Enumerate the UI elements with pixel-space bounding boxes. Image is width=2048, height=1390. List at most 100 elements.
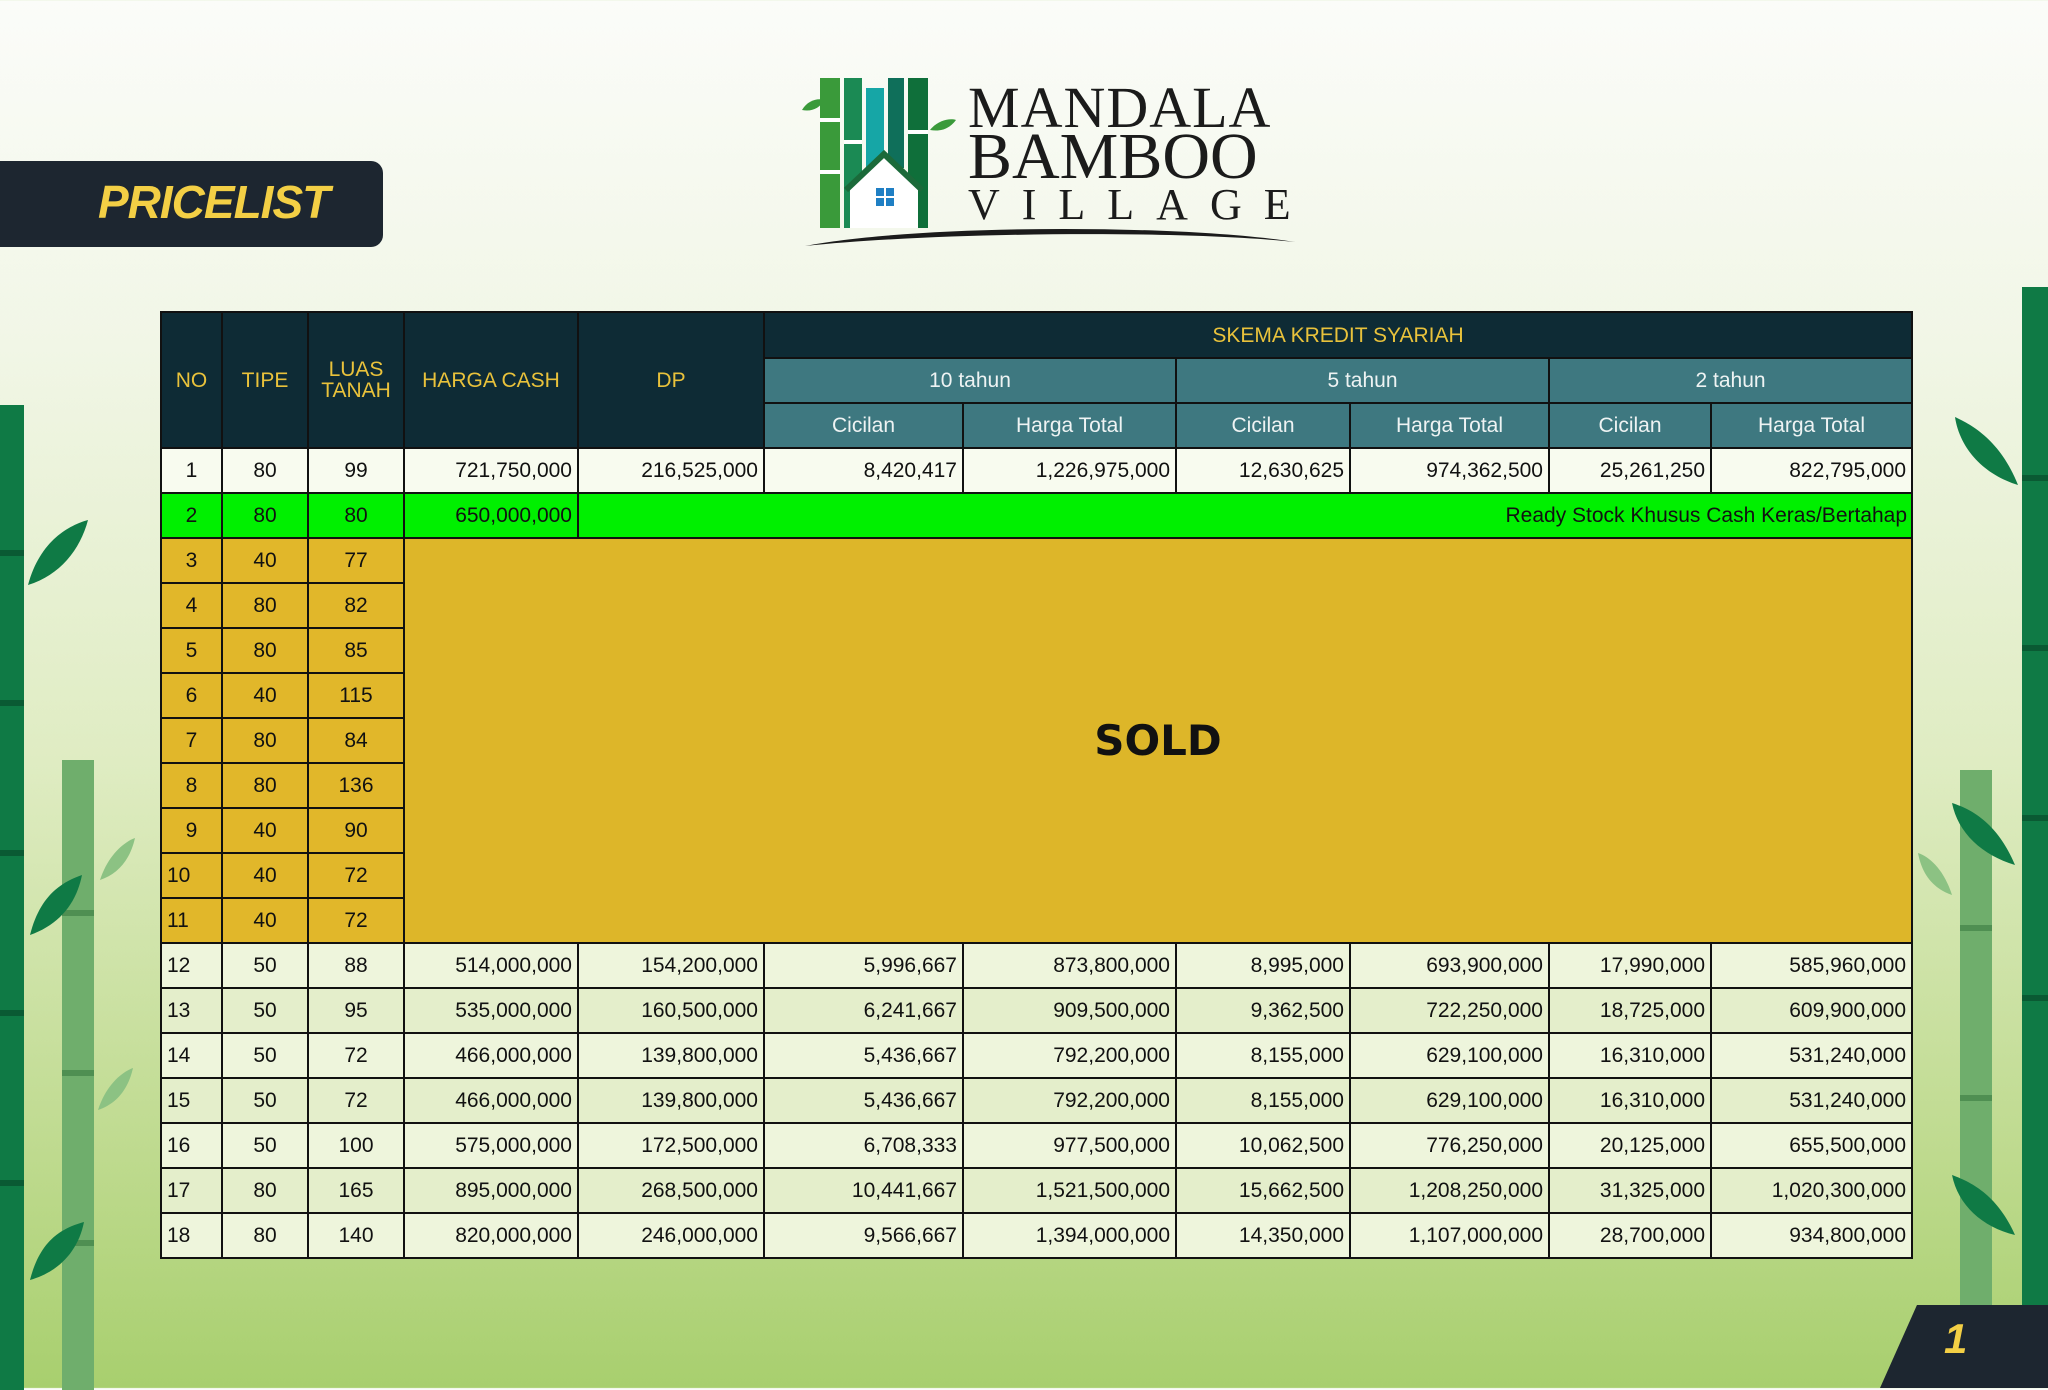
cell-cicilan-10: 8,420,417 bbox=[763, 447, 964, 494]
cell-total-2: 531,240,000 bbox=[1709, 1032, 1914, 1079]
cell-harga-cash: 466,000,000 bbox=[403, 1032, 579, 1079]
cell-tipe: 50 bbox=[221, 1122, 309, 1169]
cell-tipe: 40 bbox=[221, 852, 309, 899]
cell-harga-cash: 514,000,000 bbox=[403, 942, 579, 989]
header-tipe: TIPE bbox=[221, 311, 309, 449]
cell-tipe: 80 bbox=[221, 627, 309, 674]
cell-luas: 90 bbox=[307, 807, 405, 854]
pricelist-tag: PRICELIST bbox=[0, 161, 383, 247]
cell-total-10: 873,800,000 bbox=[962, 942, 1177, 989]
cell-harga-cash: 535,000,000 bbox=[403, 987, 579, 1034]
cell-cicilan-5: 10,062,500 bbox=[1175, 1122, 1351, 1169]
page-number-tab: 1 bbox=[1880, 1305, 2048, 1388]
cell-tipe: 50 bbox=[221, 942, 309, 989]
cell-cicilan-10: 6,708,333 bbox=[763, 1122, 964, 1169]
cell-total-10: 909,500,000 bbox=[962, 987, 1177, 1034]
cell-tipe: 40 bbox=[221, 537, 309, 584]
cell-cicilan-10: 5,996,667 bbox=[763, 942, 964, 989]
table-row: 15 50 72 466,000,000 139,800,000 5,436,667 792… bbox=[160, 1077, 1914, 1124]
logo-swoosh bbox=[805, 228, 1295, 246]
cell-luas: 72 bbox=[307, 852, 405, 899]
bamboo-house-icon bbox=[802, 78, 956, 228]
cell-cicilan-10: 5,436,667 bbox=[763, 1077, 964, 1124]
cell-cicilan-10: 6,241,667 bbox=[763, 987, 964, 1034]
cell-total-10: 1,521,500,000 bbox=[962, 1167, 1177, 1214]
cell-cicilan-5: 8,995,000 bbox=[1175, 942, 1351, 989]
cell-luas: 136 bbox=[307, 762, 405, 809]
cell-luas: 72 bbox=[307, 897, 405, 944]
cell-total-2: 655,500,000 bbox=[1709, 1122, 1914, 1169]
cell-no: 4 bbox=[160, 582, 223, 629]
cell-total-2: 585,960,000 bbox=[1709, 942, 1914, 989]
cell-total-10: 1,394,000,000 bbox=[962, 1212, 1177, 1259]
cell-luas: 84 bbox=[307, 717, 405, 764]
cell-no: 12 bbox=[160, 942, 223, 989]
cell-harga-cash: 895,000,000 bbox=[403, 1167, 579, 1214]
cell-total-5: 629,100,000 bbox=[1349, 1077, 1550, 1124]
cell-dp: 246,000,000 bbox=[577, 1212, 765, 1259]
cell-no: 10 bbox=[160, 852, 223, 899]
cell-harga-cash: 721,750,000 bbox=[403, 447, 579, 494]
header-10-tahun: 10 tahun bbox=[763, 357, 1177, 404]
cell-cicilan-5: 12,630,625 bbox=[1175, 447, 1351, 494]
cell-total-10: 792,200,000 bbox=[962, 1032, 1177, 1079]
cell-no: 2 bbox=[160, 492, 223, 539]
cell-no: 7 bbox=[160, 717, 223, 764]
cell-no: 17 bbox=[160, 1167, 223, 1214]
cell-cicilan-10: 5,436,667 bbox=[763, 1032, 964, 1079]
cell-dp: 139,800,000 bbox=[577, 1032, 765, 1079]
cell-total-2: 531,240,000 bbox=[1709, 1077, 1914, 1124]
cell-total-2: 822,795,000 bbox=[1709, 447, 1914, 494]
table-row-sold: 3 40 77 SOLD bbox=[160, 537, 1914, 944]
cell-total-2: 609,900,000 bbox=[1709, 987, 1914, 1034]
cell-tipe: 80 bbox=[221, 582, 309, 629]
cell-cicilan-2: 25,261,250 bbox=[1548, 447, 1712, 494]
cell-luas: 165 bbox=[307, 1167, 405, 1214]
cell-total-5: 722,250,000 bbox=[1349, 987, 1550, 1034]
cell-cicilan-5: 14,350,000 bbox=[1175, 1212, 1351, 1259]
cell-luas: 85 bbox=[307, 627, 405, 674]
cell-luas: 100 bbox=[307, 1122, 405, 1169]
cell-luas: 72 bbox=[307, 1032, 405, 1079]
cell-harga-cash: 820,000,000 bbox=[403, 1212, 579, 1259]
header-harga-total-5: Harga Total bbox=[1349, 402, 1550, 449]
table-row: 12 50 88 514,000,000 154,200,000 5,996,667 873… bbox=[160, 942, 1914, 989]
brand-line-3: VILLAGE bbox=[968, 180, 1313, 229]
ready-stock-note: Ready Stock Khusus Cash Keras/Bertahap bbox=[576, 492, 1914, 539]
cell-total-5: 776,250,000 bbox=[1349, 1122, 1550, 1169]
cell-luas: 99 bbox=[307, 447, 405, 494]
table-row-sold: 10 40 72 bbox=[160, 852, 1912, 899]
cell-total-10: 1,226,975,000 bbox=[962, 447, 1177, 494]
cell-no: 3 bbox=[160, 537, 223, 584]
page-number: 1 bbox=[1944, 1315, 1968, 1362]
cell-no: 18 bbox=[160, 1212, 223, 1259]
cell-dp: 216,525,000 bbox=[577, 447, 765, 494]
table-row: 18 80 140 820,000,000 246,000,000 9,566,667 1,… bbox=[160, 1212, 1914, 1259]
cell-harga-cash: 650,000,000 bbox=[403, 492, 579, 539]
table-row: 13 50 95 535,000,000 160,500,000 6,241,667 909… bbox=[160, 987, 1914, 1034]
table-row-sold: 7 80 84 bbox=[160, 717, 1912, 764]
header-skema-kredit: SKEMA KREDIT SYARIAH bbox=[762, 311, 1914, 359]
cell-luas: 88 bbox=[307, 942, 405, 989]
cell-no: 14 bbox=[160, 1032, 223, 1079]
cell-total-5: 1,107,000,000 bbox=[1349, 1212, 1550, 1259]
cell-cicilan-5: 9,362,500 bbox=[1175, 987, 1351, 1034]
header-luas-tanah: LUAS TANAH bbox=[307, 311, 405, 449]
cell-no: 5 bbox=[160, 627, 223, 674]
cell-no: 9 bbox=[160, 807, 223, 854]
cell-dp: 160,500,000 bbox=[577, 987, 765, 1034]
cell-total-10: 977,500,000 bbox=[962, 1122, 1177, 1169]
cell-tipe: 50 bbox=[221, 987, 309, 1034]
sold-label: SOLD bbox=[402, 537, 1914, 944]
cell-tipe: 80 bbox=[221, 717, 309, 764]
cell-no: 16 bbox=[160, 1122, 223, 1169]
cell-cicilan-10: 9,566,667 bbox=[763, 1212, 964, 1259]
table-row-sold: 5 80 85 bbox=[160, 627, 1912, 674]
cell-luas: 72 bbox=[307, 1077, 405, 1124]
brand-logo: MANDALA BAMBOO VILLAGE bbox=[800, 70, 1300, 250]
cell-cicilan-2: 16,310,000 bbox=[1548, 1077, 1712, 1124]
table-row: 17 80 165 895,000,000 268,500,000 10,441,667 1… bbox=[160, 1167, 1914, 1214]
header-harga-total-10: Harga Total bbox=[962, 402, 1177, 449]
cell-cicilan-2: 16,310,000 bbox=[1548, 1032, 1712, 1079]
header-cicilan-5: Cicilan bbox=[1175, 402, 1351, 449]
